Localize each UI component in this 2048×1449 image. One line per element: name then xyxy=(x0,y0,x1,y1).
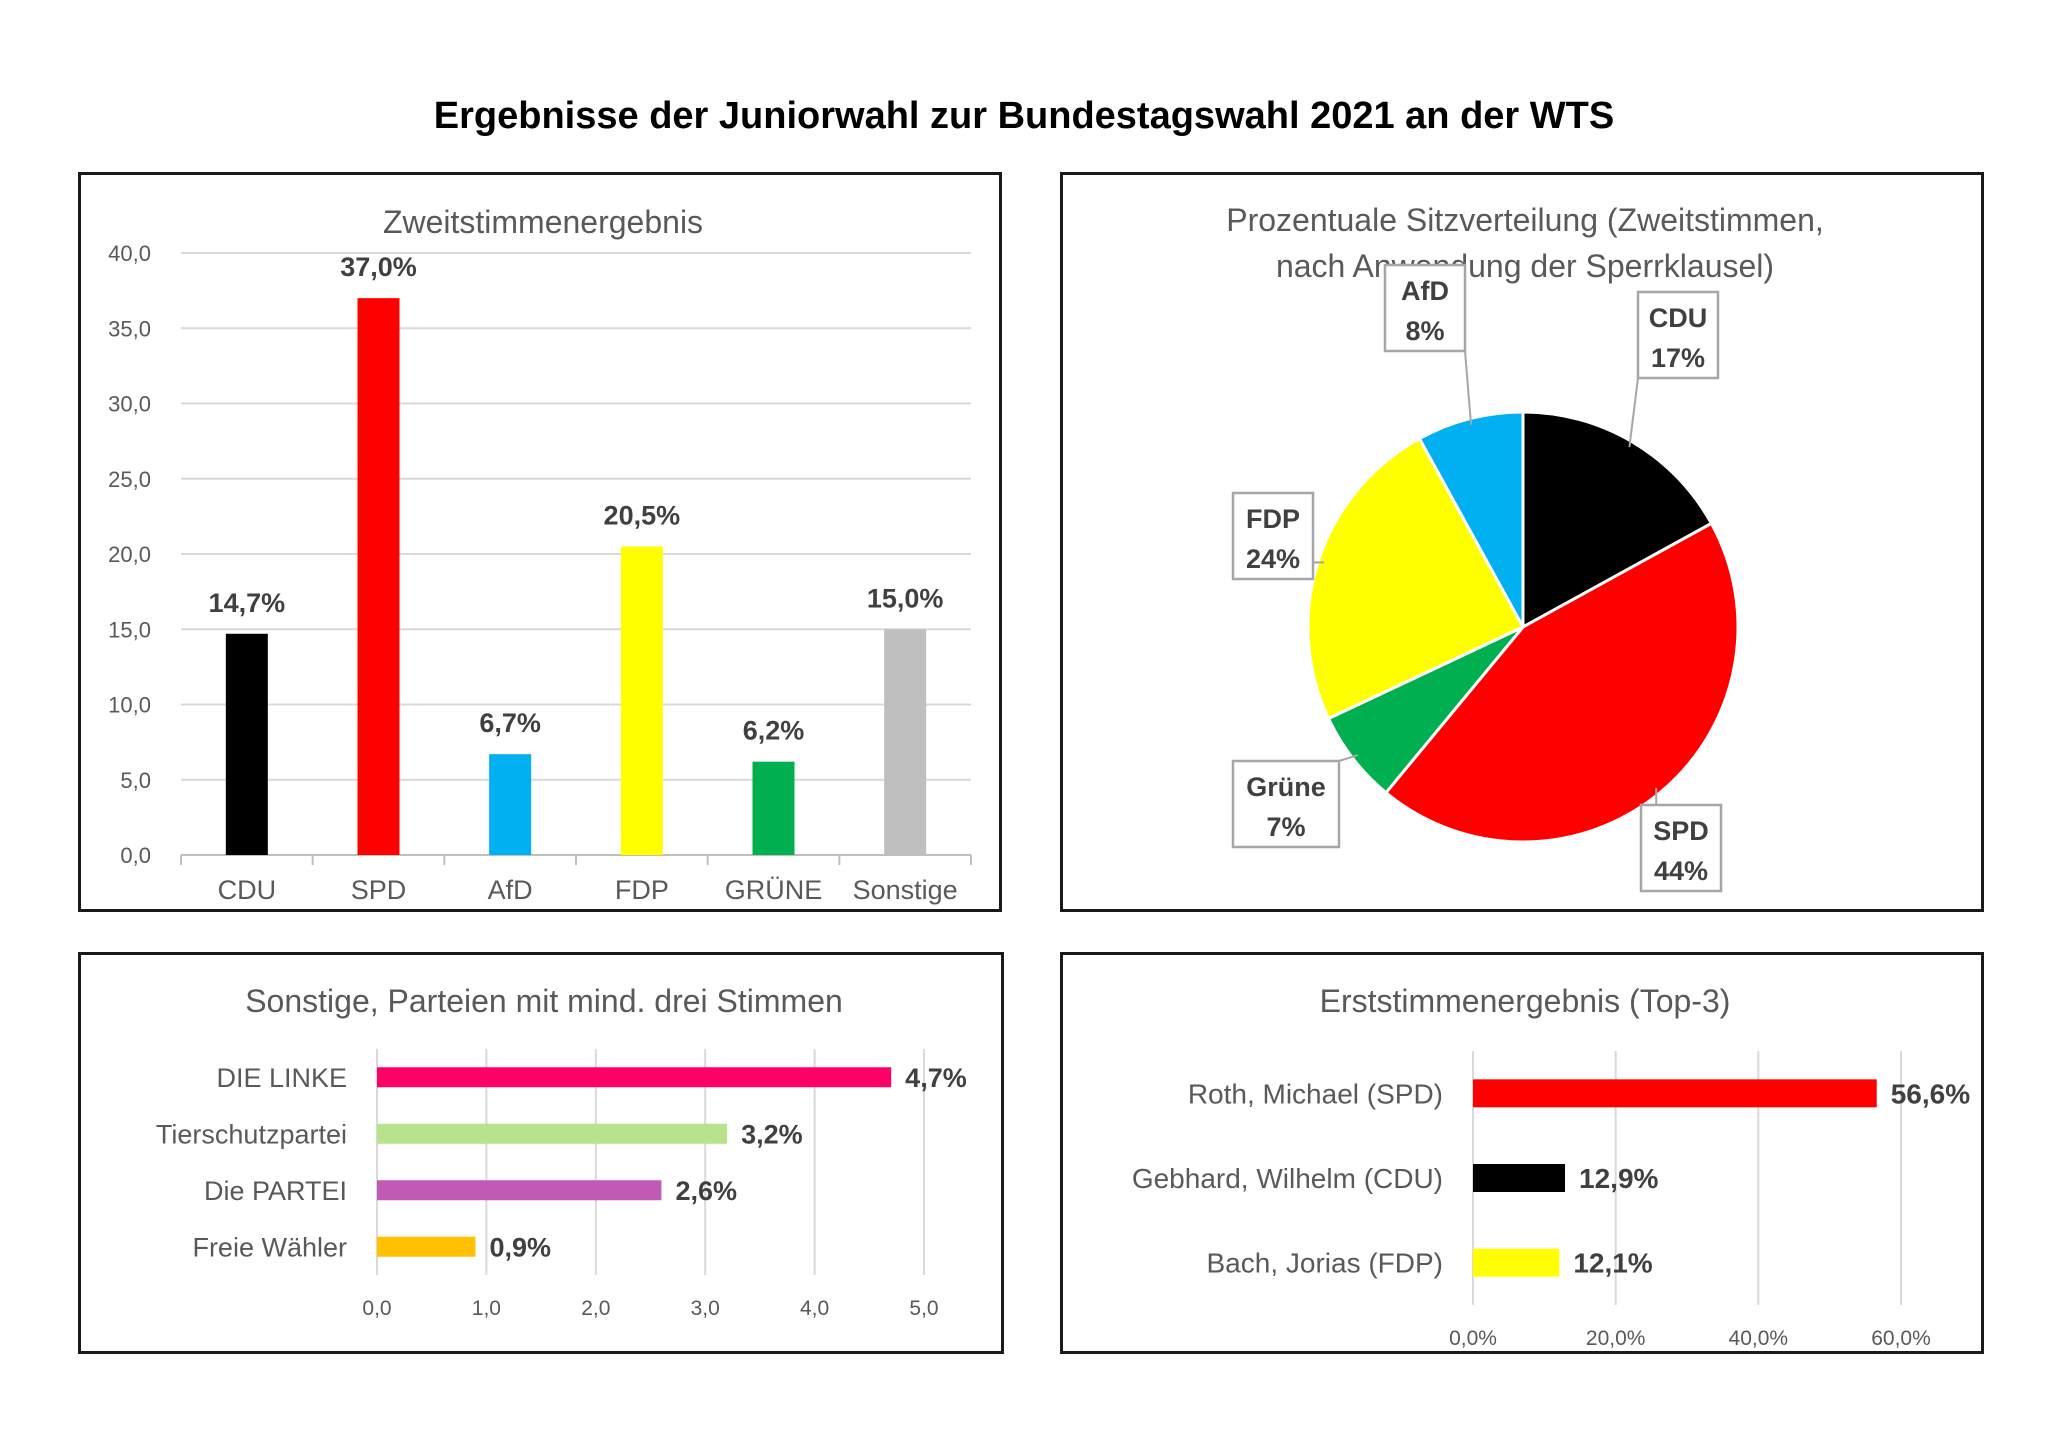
y-tick-label: 30,0 xyxy=(108,392,151,417)
slice-name-label: FDP xyxy=(1246,504,1300,534)
data-label: 56,6% xyxy=(1891,1078,1970,1109)
x-tick-label: SPD xyxy=(351,875,407,905)
x-tick-label: 20,0% xyxy=(1586,1327,1646,1350)
first-vote-bar-chart: Erststimmenergebnis (Top-3) 0,0% 20,0% 40,… xyxy=(1132,983,1970,1350)
chart-title: Zweitstimmenergebnis xyxy=(383,204,703,240)
data-label: 12,1% xyxy=(1573,1248,1652,1279)
chart-title: Erststimmenergebnis (Top-3) xyxy=(1320,983,1731,1019)
bar-die-partei xyxy=(377,1180,662,1201)
bar-cdu xyxy=(225,633,268,855)
y-tick-label: Bach, Jorias (FDP) xyxy=(1207,1248,1444,1279)
x-tick-label: 0,0% xyxy=(1449,1327,1497,1350)
page-title: Ergebnisse der Juniorwahl zur Bundestags… xyxy=(433,95,1615,137)
first-vote-bar-chart-panel: Erststimmenergebnis (Top-3) 0,0% 20,0% 40,… xyxy=(1060,952,1984,1354)
x-tick-label: 40,0% xyxy=(1729,1327,1789,1350)
bar-roth-michael-spd xyxy=(1473,1079,1877,1108)
y-tick-label: 40,0 xyxy=(108,241,151,266)
x-tick-label: CDU xyxy=(218,875,276,905)
bar-afd xyxy=(489,754,532,855)
x-tick-label: AfD xyxy=(488,875,533,905)
callout-box xyxy=(1231,759,1341,849)
pie-slice-cdu xyxy=(1521,410,1714,630)
data-label: 4,7% xyxy=(905,1063,967,1093)
slice-value-label: 24% xyxy=(1246,544,1300,574)
callout-leader xyxy=(1628,377,1639,448)
x-tick-label: 4,0 xyxy=(800,1297,829,1320)
x-tick-label: 0,0 xyxy=(362,1297,391,1320)
y-tick-label: 15,0 xyxy=(108,617,151,642)
slice-name-label: AfD xyxy=(1401,276,1449,306)
y-tick-label: 10,0 xyxy=(108,693,151,718)
data-label: 15,0% xyxy=(867,583,944,613)
pie-slice-fdp xyxy=(1306,436,1526,721)
x-tick-label: 5,0 xyxy=(909,1297,938,1320)
slice-value-label: 8% xyxy=(1405,316,1444,346)
y-tick-label: 5,0 xyxy=(120,768,151,793)
second-vote-bar-chart-panel: Zweitstimmenergebnis 0,0 5,0 10,0 15,0 20,0 2… xyxy=(78,172,1002,912)
callout-leader xyxy=(1338,754,1359,762)
y-tick-label: 0,0 xyxy=(120,843,151,868)
y-tick-label: Roth, Michael (SPD) xyxy=(1188,1078,1443,1109)
x-tick-label: 1,0 xyxy=(472,1297,501,1320)
x-tick-label: 60,0% xyxy=(1871,1327,1931,1350)
y-tick-label: Gebhard, Wilhelm (CDU) xyxy=(1132,1163,1443,1194)
data-label: 20,5% xyxy=(604,500,681,530)
bar-die-linke xyxy=(377,1067,892,1088)
slice-name-label: Grüne xyxy=(1246,772,1326,802)
seat-distribution-pie-chart: Prozentuale Sitzverteilung (Zweitstimmen… xyxy=(1226,202,1824,893)
y-tick-label: Die PARTEI xyxy=(204,1176,347,1206)
x-tick-label: FDP xyxy=(615,875,669,905)
slice-name-label: CDU xyxy=(1649,303,1708,333)
callout-box xyxy=(1231,491,1315,581)
x-tick-label: GRÜNE xyxy=(725,875,823,905)
slice-value-label: 44% xyxy=(1654,856,1708,886)
bar-gebhard-wilhelm-cdu xyxy=(1473,1164,1566,1192)
callout-box xyxy=(1639,803,1723,893)
second-vote-bar-chart: Zweitstimmenergebnis 0,0 5,0 10,0 15,0 20,0 2… xyxy=(108,204,972,905)
bar-gr-ne xyxy=(752,761,795,855)
data-label: 2,6% xyxy=(675,1176,737,1206)
data-label: 3,2% xyxy=(741,1119,803,1149)
callout-box xyxy=(1636,290,1720,380)
data-label: 12,9% xyxy=(1579,1163,1658,1194)
y-tick-label: 25,0 xyxy=(108,467,151,492)
data-label: 6,7% xyxy=(479,708,541,738)
y-tick-label: 35,0 xyxy=(108,316,151,341)
bar-bach-jorias-fdp xyxy=(1473,1248,1560,1277)
seat-distribution-pie-panel: Prozentuale Sitzverteilung (Zweitstimmen… xyxy=(1060,172,1984,912)
bar-fdp xyxy=(620,546,663,855)
data-label: 6,2% xyxy=(743,716,805,746)
bar-freie-w-hler xyxy=(377,1236,476,1257)
callout-box xyxy=(1383,263,1467,353)
other-parties-bar-chart-panel: Sonstige, Parteien mit mind. drei Stimme… xyxy=(78,952,1004,1354)
y-tick-label: DIE LINKE xyxy=(216,1063,347,1093)
y-tick-label: Freie Wähler xyxy=(192,1232,347,1262)
other-parties-bar-chart: Sonstige, Parteien mit mind. drei Stimme… xyxy=(156,983,967,1320)
y-tick-label: Tierschutzpartei xyxy=(156,1119,347,1149)
callout-leader xyxy=(1464,350,1473,425)
bar-tierschutzpartei xyxy=(377,1123,728,1144)
slice-name-label: SPD xyxy=(1653,816,1709,846)
pie-slice-spd xyxy=(1383,521,1740,844)
data-label: 0,9% xyxy=(489,1232,551,1262)
data-label: 37,0% xyxy=(340,252,417,282)
x-tick-label: Sonstige xyxy=(853,875,958,905)
chart-title-line-1: Prozentuale Sitzverteilung (Zweitstimmen… xyxy=(1226,202,1824,238)
chart-title: Sonstige, Parteien mit mind. drei Stimme… xyxy=(245,983,843,1019)
slice-value-label: 17% xyxy=(1651,343,1705,373)
bar-spd xyxy=(357,298,400,855)
x-tick-label: 3,0 xyxy=(691,1297,720,1320)
x-tick-label: 2,0 xyxy=(581,1297,610,1320)
slice-value-label: 7% xyxy=(1266,812,1305,842)
y-tick-label: 20,0 xyxy=(108,542,151,567)
data-label: 14,7% xyxy=(209,588,286,618)
bar-sonstige xyxy=(884,629,927,855)
chart-title-line-2: nach Anwendung der Sperrklausel) xyxy=(1276,248,1774,284)
